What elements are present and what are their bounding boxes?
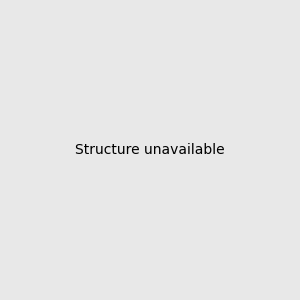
Text: Structure unavailable: Structure unavailable: [75, 143, 225, 157]
